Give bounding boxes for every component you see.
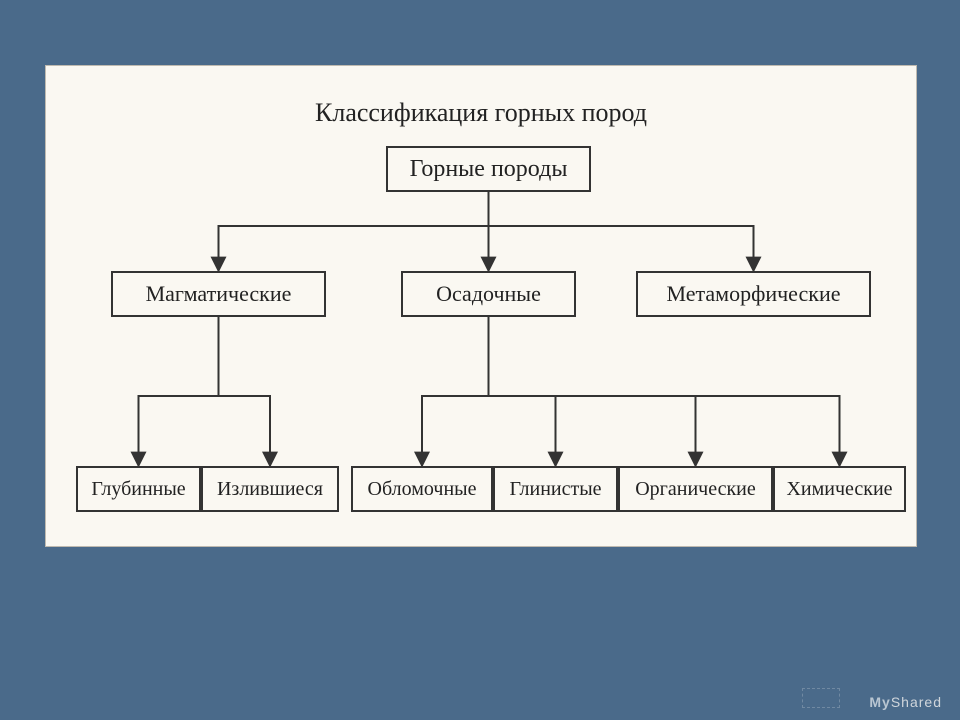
node-chim: Химические: [773, 466, 906, 512]
edge-osad-chim: [489, 317, 840, 466]
edge-osad-glin: [489, 317, 556, 466]
edge-osad-obl: [422, 317, 489, 466]
edge-mag-glub: [139, 317, 219, 466]
node-izl: Излившиеся: [201, 466, 339, 512]
edge-mag-izl: [219, 317, 271, 466]
edge-root-met: [489, 192, 754, 271]
node-obl: Обломочные: [351, 466, 493, 512]
node-org: Органические: [618, 466, 773, 512]
watermark-suffix: Shared: [891, 694, 942, 710]
watermark-text: MyShared: [869, 694, 942, 710]
node-mag: Магматические: [111, 271, 326, 317]
watermark-prefix: My: [869, 694, 890, 710]
watermark-logo: [802, 688, 840, 708]
diagram-paper: Классификация горных пород Горные породы…: [45, 65, 917, 547]
node-root: Горные породы: [386, 146, 591, 192]
node-glin: Глинистые: [493, 466, 618, 512]
edge-root-mag: [219, 192, 489, 271]
node-met: Метаморфические: [636, 271, 871, 317]
slide: Классификация горных пород Горные породы…: [0, 0, 960, 720]
node-osad: Осадочные: [401, 271, 576, 317]
node-glub: Глубинные: [76, 466, 201, 512]
edge-osad-org: [489, 317, 696, 466]
